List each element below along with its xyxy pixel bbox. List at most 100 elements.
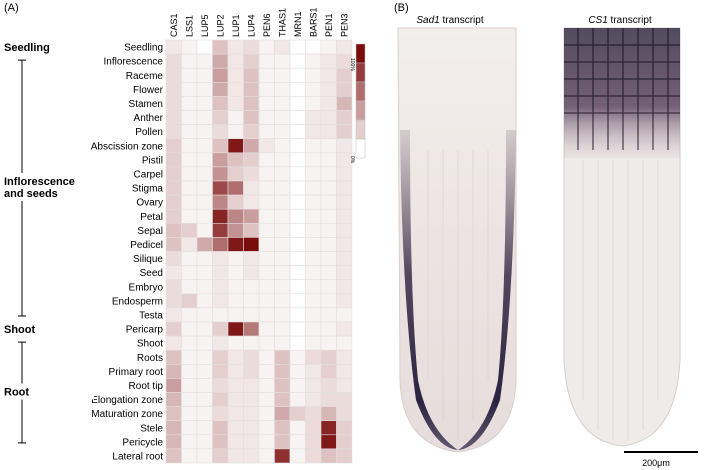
- heatmap-cell: [212, 420, 229, 436]
- heatmap-cell: [227, 321, 244, 337]
- heatmap-cell: [336, 237, 353, 252]
- heatmap-cell: [336, 39, 353, 55]
- heatmap-cell: [305, 166, 322, 182]
- image1-title-gene: Sad1: [416, 15, 439, 26]
- heatmap-cell: [227, 39, 244, 55]
- heatmap-cell: [289, 166, 306, 182]
- heatmap-cell: [165, 67, 182, 83]
- row-label: Pollen: [135, 127, 163, 138]
- heatmap-cell: [289, 392, 306, 407]
- heatmap-cell: [243, 406, 260, 422]
- heatmap-cell: [212, 110, 229, 125]
- legend-min-label: 0%: [349, 156, 355, 164]
- image2-title-suffix: transcript: [608, 15, 652, 26]
- heatmap-cell: [336, 378, 353, 393]
- heatmap-cell: [305, 223, 322, 238]
- heatmap-cell: [274, 378, 291, 393]
- heatmap-cell: [165, 53, 182, 69]
- heatmap-cell: [227, 180, 244, 196]
- heatmap-cell: [320, 194, 337, 210]
- heatmap-cell: [274, 420, 291, 436]
- heatmap-cell: [181, 223, 198, 238]
- heatmap-cell: [258, 124, 275, 139]
- column-label: CAS1: [169, 13, 179, 37]
- heatmap-cell: [336, 335, 353, 351]
- heatmap-cell: [258, 110, 275, 125]
- heatmap-cell: [165, 434, 182, 450]
- heatmap-cell: [181, 208, 198, 224]
- heatmap-cell: [181, 434, 198, 450]
- heatmap-cell: [305, 321, 322, 337]
- heatmap-cell: [243, 152, 260, 168]
- column-label: LUP5: [200, 14, 210, 37]
- heatmap-cell: [336, 110, 353, 125]
- heatmap-cell: [243, 321, 260, 337]
- heatmap-cell: [289, 138, 306, 154]
- heatmap-cell: [165, 152, 182, 168]
- heatmap-cell: [196, 194, 213, 210]
- row-label: Silique: [133, 254, 163, 265]
- row-label: Pistil: [142, 155, 163, 166]
- legend-swatch: [355, 119, 366, 140]
- heatmap-cell: [196, 223, 213, 238]
- heatmap-cell: [274, 448, 291, 464]
- heatmap-cell: [320, 138, 337, 154]
- heatmap-cell: [165, 110, 182, 125]
- heatmap-cell: [274, 110, 291, 125]
- heatmap-cell: [212, 67, 229, 83]
- heatmap-cell: [165, 208, 182, 224]
- heatmap-cell: [227, 82, 244, 97]
- heatmap-cell: [165, 265, 182, 281]
- heatmap-cell: [305, 152, 322, 168]
- heatmap-cell: [165, 124, 182, 139]
- heatmap-cell: [227, 420, 244, 436]
- heatmap-cell: [289, 265, 306, 281]
- heatmap-cell: [289, 194, 306, 210]
- heatmap-cell: [258, 223, 275, 238]
- heatmap-cell: [274, 166, 291, 182]
- heatmap-cell: [212, 237, 229, 252]
- heatmap-cell: [243, 53, 260, 69]
- heatmap-cell: [289, 434, 306, 450]
- heatmap-cell: [274, 237, 291, 252]
- heatmap-cell: [274, 82, 291, 97]
- heatmap-cell: [274, 138, 291, 154]
- row-label: Petal: [140, 212, 163, 223]
- heatmap-cell: [305, 39, 322, 55]
- heatmap-cell: [258, 392, 275, 407]
- heatmap-cell: [243, 138, 260, 154]
- heatmap-cell: [258, 82, 275, 97]
- heatmap-cell: [181, 378, 198, 393]
- heatmap-cells: [165, 39, 353, 464]
- heatmap-cell: [336, 96, 353, 111]
- heatmap-cell: [227, 208, 244, 224]
- heatmap-cell: [289, 251, 306, 266]
- heatmap-cell: [181, 279, 198, 295]
- heatmap-cell: [289, 363, 306, 379]
- heatmap-cell: [165, 321, 182, 337]
- heatmap-cell: [212, 251, 229, 266]
- heatmap-cell: [289, 124, 306, 139]
- heatmap-cell: [320, 335, 337, 351]
- heatmap-cell: [181, 363, 198, 379]
- heatmap-cell: [196, 180, 213, 196]
- heatmap-cell: [227, 223, 244, 238]
- heatmap-cell: [212, 265, 229, 281]
- heatmap-cell: [181, 321, 198, 337]
- heatmap-cell: [165, 194, 182, 210]
- panel-a-label: (A): [4, 2, 19, 14]
- heatmap-cell: [227, 53, 244, 69]
- heatmap-cell: [227, 434, 244, 450]
- heatmap-cell: [243, 180, 260, 196]
- heatmap-cell: [181, 194, 198, 210]
- heatmap-cell: [274, 180, 291, 196]
- heatmap-cell: [305, 349, 322, 365]
- heatmap-cell: [320, 392, 337, 407]
- heatmap-cell: [165, 39, 182, 55]
- heatmap-cell: [305, 434, 322, 450]
- row-label: Lateral root: [112, 451, 163, 462]
- heatmap-cell: [181, 152, 198, 168]
- heatmap-cell: [336, 180, 353, 196]
- heatmap-cell: [196, 293, 213, 309]
- row-label: Abscission zone: [91, 141, 164, 152]
